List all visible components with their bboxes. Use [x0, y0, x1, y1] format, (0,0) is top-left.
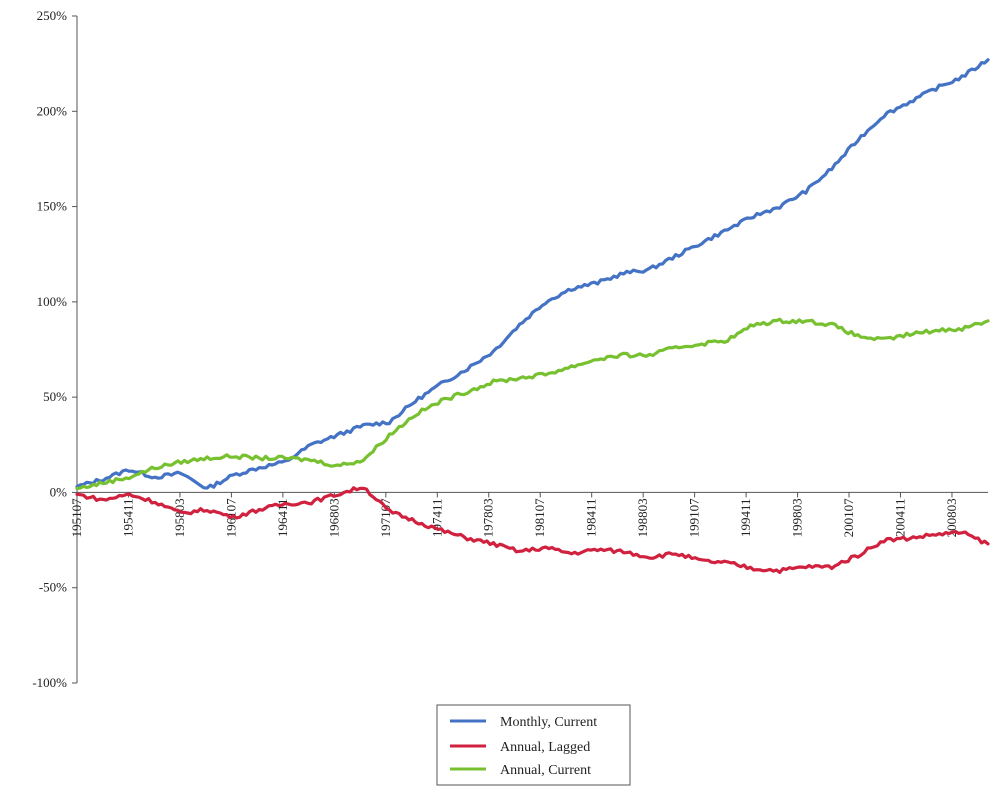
x-tick-label: 200107	[841, 498, 856, 538]
y-tick-label: 100%	[37, 294, 68, 309]
x-tick-label: 199803	[790, 498, 805, 537]
x-tick-label: 199107	[687, 498, 702, 538]
x-tick-label: 200803	[944, 498, 959, 537]
x-tick-label: 198411	[584, 498, 599, 537]
y-tick-label: -50%	[39, 580, 67, 595]
y-tick-label: 50%	[43, 389, 67, 404]
x-tick-label: 195803	[172, 498, 187, 537]
x-tick-label: 198107	[532, 498, 547, 538]
legend-label-annual-current: Annual, Current	[500, 763, 591, 778]
x-tick-label: 195411	[120, 498, 135, 537]
y-tick-label: 0%	[50, 484, 68, 499]
legend-label-annual-lagged: Annual, Lagged	[500, 740, 590, 755]
x-axis: 195107 195411 195803 196107 196411 196803 1971…	[69, 491, 988, 538]
series-layer	[75, 58, 990, 574]
y-tick-label: 250%	[37, 8, 68, 23]
legend-label-monthly-current: Monthly, Current	[500, 715, 597, 730]
y-tick-label: 150%	[37, 199, 68, 214]
series-line-monthly-current	[75, 58, 990, 490]
legend: Monthly, Current Annual, Lagged Annual, …	[436, 704, 631, 786]
y-axis: -100% -50% 0% 50% 100% 150% 200% 250%	[32, 8, 78, 690]
series-line-annual-lagged	[75, 486, 990, 574]
x-tick-label: 196803	[326, 498, 341, 537]
y-tick-label: 200%	[37, 103, 68, 118]
x-tick-label: 198803	[635, 498, 650, 537]
x-tick-label: 197803	[481, 498, 496, 537]
x-tick-label: 199411	[738, 498, 753, 537]
x-tick-label: 196411	[275, 498, 290, 537]
y-tick-label: -100%	[32, 675, 67, 690]
x-tick-label: 200411	[893, 498, 908, 537]
series-line-annual-current	[75, 317, 990, 491]
x-tick-label: 197107	[378, 498, 393, 538]
x-tick-label: 195107	[69, 498, 84, 538]
